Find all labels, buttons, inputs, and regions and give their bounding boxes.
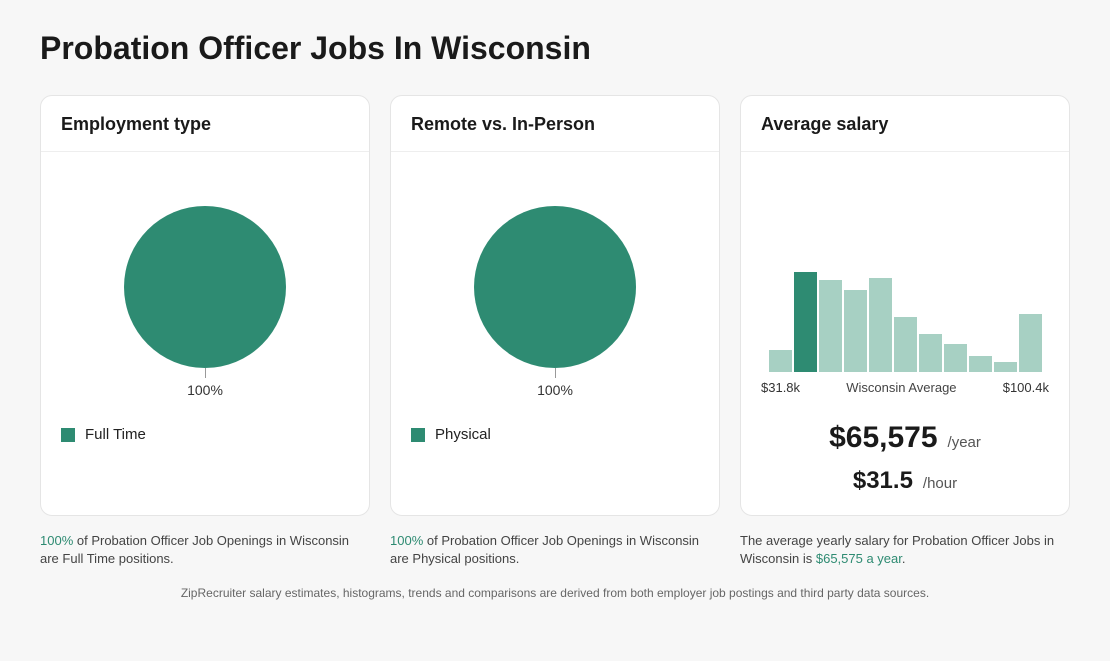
remote-vs-inperson-card: Remote vs. In-Person 100% Physical [390, 95, 720, 516]
pie-tick [555, 368, 556, 378]
pie-percent-label: 100% [537, 382, 573, 398]
histogram-bars [761, 272, 1049, 372]
legend-swatch [411, 428, 425, 442]
pie-percent-label: 100% [187, 382, 223, 398]
card3-description: The average yearly salary for Probation … [740, 532, 1070, 568]
card-body: $31.8k Wisconsin Average $100.4k $65,575… [741, 152, 1069, 515]
salary-hour-row: $31.5 /hour [853, 467, 957, 495]
pie-chart: 100% [474, 206, 636, 398]
histogram-bar [994, 362, 1017, 372]
pie-slice [124, 206, 286, 368]
axis-min: $31.8k [761, 380, 800, 395]
salary-year-row: $65,575 /year [829, 421, 981, 455]
histogram-bar [919, 334, 942, 372]
histogram-bar [944, 344, 967, 372]
description-post: . [902, 551, 906, 566]
cards-row: Employment type 100% Full Time Remote vs… [40, 95, 1070, 516]
pie-slice [474, 206, 636, 368]
highlight-text: 100% [40, 533, 73, 548]
histogram-bar [1019, 314, 1042, 372]
description-rest: of Probation Officer Job Openings in Wis… [390, 533, 699, 566]
legend: Full Time [61, 426, 349, 443]
legend-label: Full Time [85, 426, 146, 443]
description-rest: of Probation Officer Job Openings in Wis… [40, 533, 349, 566]
pie-tick [205, 368, 206, 378]
salary-hour-value: $31.5 [853, 467, 913, 495]
average-salary-card: Average salary $31.8k Wisconsin Average … [740, 95, 1070, 516]
footnote: ZipRecruiter salary estimates, histogram… [40, 586, 1070, 600]
card-body: 100% Physical [391, 152, 719, 515]
histogram-bar [869, 278, 892, 372]
salary-hour-unit: /hour [923, 475, 957, 492]
histogram-bar [794, 272, 817, 372]
card-title: Employment type [61, 114, 349, 135]
histogram-bar [969, 356, 992, 372]
legend-label: Physical [435, 426, 491, 443]
axis-max: $100.4k [1003, 380, 1049, 395]
card-header: Employment type [41, 96, 369, 152]
card1-description: 100% of Probation Officer Job Openings i… [40, 532, 370, 568]
card2-description: 100% of Probation Officer Job Openings i… [390, 532, 720, 568]
card-header: Remote vs. In-Person [391, 96, 719, 152]
histogram-bar [894, 317, 917, 372]
histogram-bar [819, 280, 842, 372]
descriptions-row: 100% of Probation Officer Job Openings i… [40, 532, 1070, 568]
axis-center-label: Wisconsin Average [846, 380, 956, 395]
legend-swatch [61, 428, 75, 442]
highlight-text: 100% [390, 533, 423, 548]
highlight-text: $65,575 a year [816, 551, 902, 566]
histogram-axis: $31.8k Wisconsin Average $100.4k [761, 380, 1049, 395]
page-title: Probation Officer Jobs In Wisconsin [40, 30, 1070, 67]
salary-year-value: $65,575 [829, 421, 937, 455]
histogram-bar [769, 350, 792, 372]
salary-histogram: $31.8k Wisconsin Average $100.4k $65,575… [761, 272, 1049, 495]
card-title: Remote vs. In-Person [411, 114, 699, 135]
salary-year-unit: /year [948, 434, 981, 451]
card-title: Average salary [761, 114, 1049, 135]
card-body: 100% Full Time [41, 152, 369, 515]
employment-type-card: Employment type 100% Full Time [40, 95, 370, 516]
pie-chart: 100% [124, 206, 286, 398]
histogram-bar [844, 290, 867, 372]
legend: Physical [411, 426, 699, 443]
card-header: Average salary [741, 96, 1069, 152]
